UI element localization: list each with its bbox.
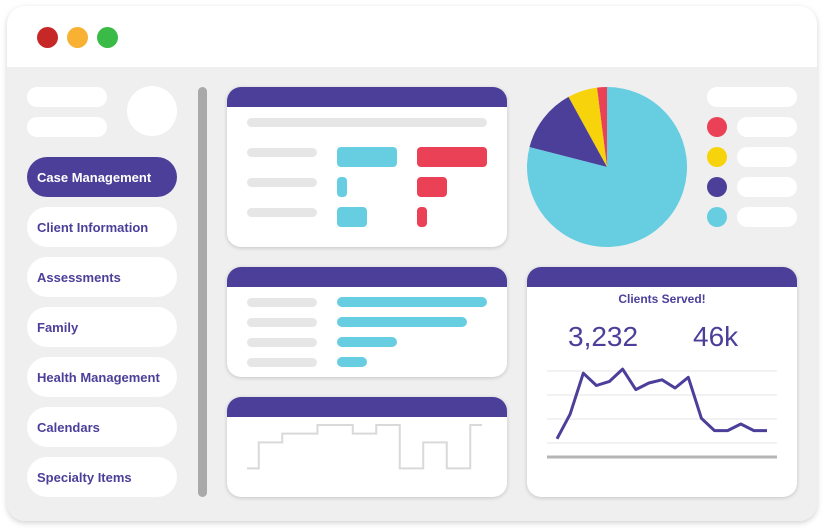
sidebar-item-case-management[interactable]: Case Management	[27, 157, 177, 197]
teal-bar	[337, 317, 467, 327]
teal-bar	[337, 147, 397, 167]
row-label-placeholder	[247, 148, 317, 157]
row-label-placeholder	[247, 298, 317, 307]
pie-chart	[527, 87, 687, 248]
sidebar-item-client-information[interactable]: Client Information	[27, 207, 177, 247]
row-label-placeholder	[247, 208, 317, 217]
card-title-placeholder	[247, 118, 487, 127]
sidebar-item-calendars[interactable]: Calendars	[27, 407, 177, 447]
legend-dot-purple	[707, 177, 727, 197]
pie-slice	[527, 87, 687, 248]
pie-slice	[529, 96, 607, 167]
card-header	[527, 267, 797, 287]
stepped-line	[247, 424, 482, 470]
sidebar-item-family[interactable]: Family	[27, 307, 177, 347]
legend-dot-red	[707, 117, 727, 137]
teal-bar	[337, 337, 397, 347]
teal-bar	[337, 297, 487, 307]
legend-label-placeholder	[737, 147, 797, 167]
row-label-placeholder	[247, 358, 317, 367]
red-bar	[417, 207, 427, 227]
card-header	[227, 397, 507, 417]
sidebar-item-specialty-items[interactable]: Specialty Items	[27, 457, 177, 497]
teal-bar	[337, 357, 367, 367]
clients-served-title: Clients Served!	[618, 292, 706, 306]
clients-served-line	[555, 367, 767, 440]
stepped-line-card	[227, 397, 507, 497]
legend-dot-teal	[707, 207, 727, 227]
pie-slice	[568, 87, 607, 167]
sidebar-item-assessments[interactable]: Assessments	[27, 257, 177, 297]
legend-label-placeholder	[737, 207, 797, 227]
window-close-button[interactable]	[37, 27, 58, 48]
pie-slice	[596, 87, 607, 167]
sidebar-scrollbar[interactable]	[198, 87, 207, 497]
legend-dot-yellow	[707, 147, 727, 167]
red-bar	[417, 147, 487, 167]
card-header	[227, 87, 507, 107]
clients-count-stat: 3,232	[568, 321, 639, 352]
row-label-placeholder	[247, 318, 317, 327]
clients-served-card: Clients Served! 3,232 46k	[527, 267, 797, 497]
legend-label-placeholder	[737, 117, 797, 137]
red-bar	[417, 177, 447, 197]
card-header	[227, 267, 507, 287]
stepped-line-chart	[247, 424, 482, 470]
window-minimize-button[interactable]	[67, 27, 88, 48]
avatar[interactable]	[127, 86, 177, 136]
legend-label-placeholder	[737, 177, 797, 197]
window-maximize-button[interactable]	[97, 27, 118, 48]
row-label-placeholder	[247, 178, 317, 187]
profile-name-placeholder	[27, 87, 107, 107]
bar-comparison-card	[227, 87, 507, 247]
sidebar-item-health-management[interactable]: Health Management	[27, 357, 177, 397]
row-label-placeholder	[247, 338, 317, 347]
clients-served-chart	[547, 367, 777, 459]
secondary-stat: 46k	[693, 321, 739, 352]
teal-bar	[337, 207, 367, 227]
profile-role-placeholder	[27, 117, 107, 137]
legend-title-placeholder	[707, 87, 797, 107]
teal-bar	[337, 177, 347, 197]
